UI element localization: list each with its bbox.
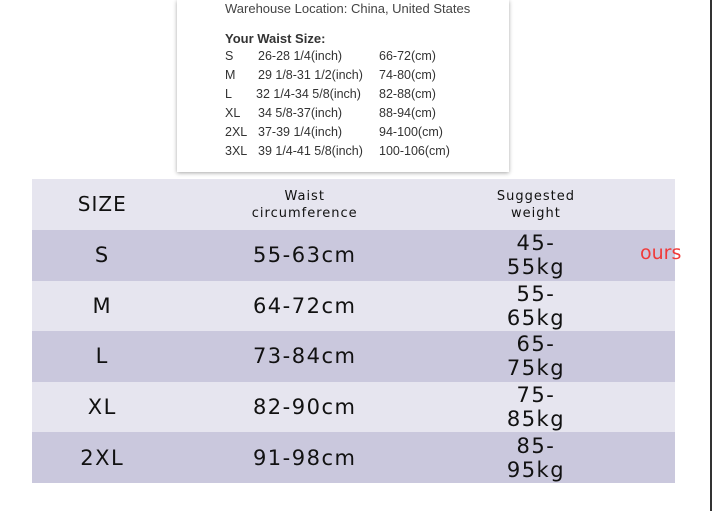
popup-cm: 66-72(cm) [379, 49, 436, 63]
header-weight: Suggested weight [436, 179, 675, 230]
size-cell: M [32, 280, 173, 332]
table-row: 2XL 91-98cm 85-95kg [32, 432, 675, 483]
weight-cell: 85-95kg [436, 432, 675, 483]
popup-size: S [225, 49, 234, 63]
table-row: L 73-84cm 65-75kg [32, 331, 675, 382]
size-cell: S [32, 230, 173, 281]
waist-cell: 82-90cm [172, 381, 437, 433]
popup-inch: 26-28 1/4(inch) [258, 49, 343, 63]
weight-cell: 65-75kg [436, 331, 675, 382]
popup-size: M [225, 68, 236, 82]
popup-cm: 100-106(cm) [379, 144, 450, 158]
size-popup: Warehouse Location: China, United States… [177, 0, 509, 172]
table-row: XL 82-90cm 75-85kg [32, 381, 675, 433]
popup-cm: 82-88(cm) [379, 87, 436, 101]
popup-inch: 39 1/4-41 5/8(inch) [258, 144, 363, 158]
header-size: SIZE [32, 179, 173, 230]
popup-title: Your Waist Size: [225, 31, 326, 46]
table-row: S 55-63cm 45-55kg [32, 230, 675, 281]
waist-cell: 73-84cm [172, 331, 437, 382]
weight-cell: 45-55kg [436, 230, 675, 281]
warehouse-location: Warehouse Location: China, United States [225, 1, 471, 16]
popup-size: L [225, 87, 232, 101]
popup-cm: 74-80(cm) [379, 68, 436, 82]
popup-inch: 34 5/8-37(inch) [258, 106, 343, 120]
waist-cell: 91-98cm [172, 432, 437, 483]
overlay-text: ours [640, 242, 682, 264]
size-cell: L [32, 331, 173, 382]
popup-inch: 37-39 1/4(inch) [258, 125, 343, 139]
weight-cell: 55-65kg [436, 280, 675, 332]
waist-cell: 64-72cm [172, 280, 437, 332]
weight-cell: 75-85kg [436, 381, 675, 433]
size-cell: XL [32, 381, 173, 433]
popup-size: 3XL [225, 144, 248, 158]
waist-cell: 55-63cm [172, 230, 437, 281]
popup-inch: 32 1/4-34 5/8(inch) [256, 87, 361, 101]
popup-size: XL [225, 106, 241, 120]
popup-size: 2XL [225, 125, 248, 139]
table-row: M 64-72cm 55-65kg [32, 280, 675, 332]
popup-cm: 88-94(cm) [379, 106, 436, 120]
popup-cm: 94-100(cm) [379, 125, 443, 139]
table-header: SIZE Waist circumference Suggested weigh… [32, 179, 675, 230]
size-cell: 2XL [32, 432, 173, 483]
popup-inch: 29 1/8-31 1/2(inch) [258, 68, 363, 82]
size-chart-table: SIZE Waist circumference Suggested weigh… [32, 179, 675, 483]
window-edge [710, 0, 712, 511]
header-waist: Waist circumference [172, 179, 437, 230]
